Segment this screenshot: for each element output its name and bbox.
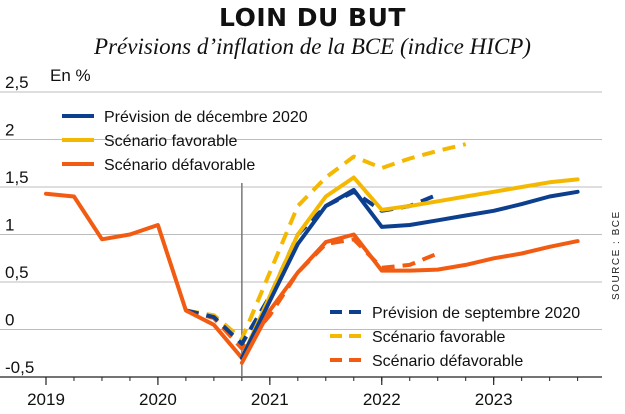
y-tick-label: -0,5 [5, 358, 34, 377]
y-axis-unit-label: En % [50, 66, 91, 85]
chart-title: LOIN DU BUT [219, 3, 406, 32]
y-tick-label: 1,5 [5, 168, 29, 187]
x-tick-label: 2022 [363, 390, 401, 409]
y-tick-label: 0 [5, 311, 14, 330]
legend-label: Scénario favorable [372, 329, 506, 346]
y-tick-label: 0,5 [5, 263, 29, 282]
x-tick-label: 2023 [475, 390, 513, 409]
series-line-solid-red [44, 191, 244, 360]
series-line-solid-yellow [239, 175, 580, 360]
series-line-dashed-red [185, 237, 439, 351]
chart-subtitle: Prévisions d’inflation de la BCE (indice… [94, 34, 531, 59]
y-tick-label: 2 [5, 121, 14, 140]
series-line-dashed-blue [185, 189, 439, 346]
legend-label: Prévision de décembre 2020 [104, 109, 308, 126]
series-line-solid-blue [239, 187, 580, 360]
legend-label: Scénario défavorable [104, 157, 255, 174]
x-tick-label: 2021 [251, 390, 289, 409]
legend-top-left: Prévision de décembre 2020 Scénario favor… [62, 109, 308, 174]
series-line-solid-red [239, 232, 580, 365]
x-tick-label: 2020 [139, 390, 177, 409]
legend-bottom-right: Prévision de septembre 2020 Scénario favo… [330, 305, 580, 370]
y-tick-label: 1 [5, 216, 14, 235]
x-tick-label: 2019 [27, 390, 65, 409]
legend-label: Scénario défavorable [372, 353, 523, 370]
series-line-dashed-yellow [185, 142, 467, 341]
legend-label: Scénario favorable [104, 133, 238, 150]
y-tick-label: 2,5 [5, 73, 29, 92]
legend-label: Prévision de septembre 2020 [372, 305, 580, 322]
